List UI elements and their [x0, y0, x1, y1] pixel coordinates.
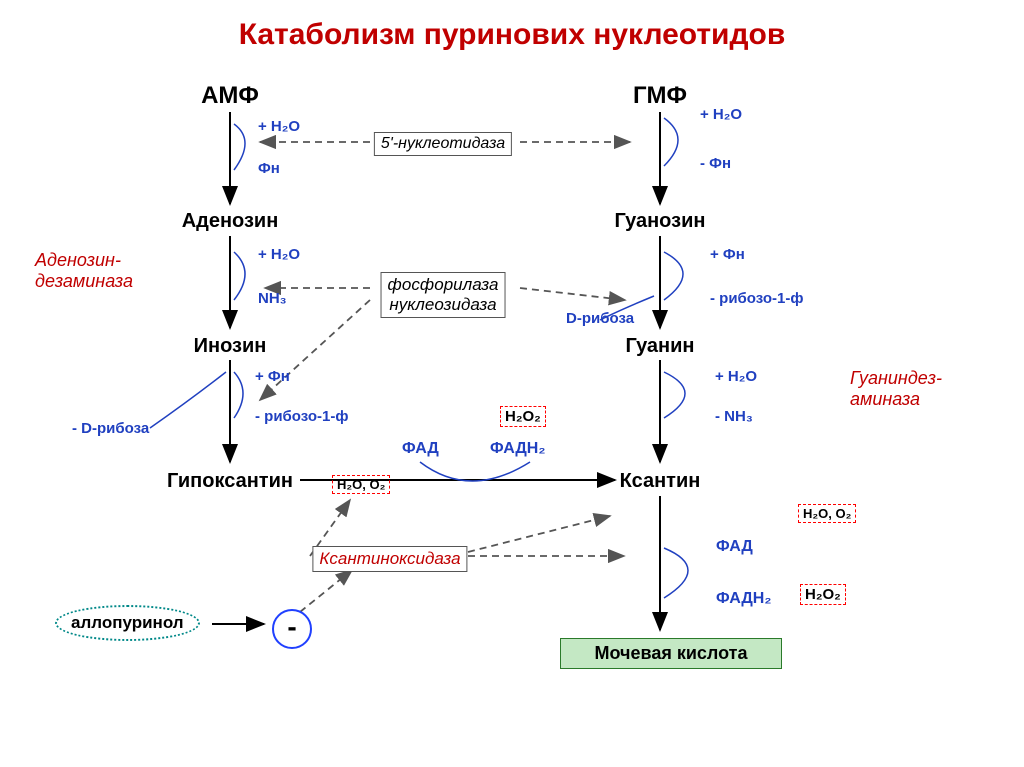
label-fadh2: ФАДН₂	[716, 590, 771, 608]
label-gua-in: + H₂O	[715, 368, 757, 385]
label-fad2: ФАД	[716, 538, 753, 556]
node-allopurinol: аллопуринол	[55, 605, 200, 641]
label-aden-out: NH₃	[258, 290, 287, 307]
enzyme-gda: Гуаниндез- аминаза	[850, 368, 942, 410]
label-guan-out: - рибозо-1-ф	[710, 290, 803, 307]
ada-line1: Аденозин-	[35, 250, 121, 270]
node-guanosine: Гуанозин	[615, 210, 706, 233]
label-aden-in: + H₂O	[258, 246, 300, 263]
enzyme-ada: Аденозин- дезаминаза	[35, 250, 133, 292]
box-h2o2-1: H₂O₂	[500, 406, 546, 427]
label-ino-dribose: - D-рибоза	[72, 420, 149, 437]
label-gmp-out: - Фн	[700, 155, 731, 172]
enzyme-xanthine-oxidase: Ксантиноксидаза	[312, 546, 467, 572]
node-adenosine: Аденозин	[182, 210, 279, 233]
phosphorylase-line2: нуклеозидаза	[389, 295, 496, 314]
diagram-title: Катаболизм пуринових нуклеотидов	[0, 18, 1024, 52]
node-hypoxanthine: Гипоксантин	[167, 470, 293, 493]
label-guan-in: + Фн	[710, 246, 745, 263]
node-guanine: Гуанин	[625, 335, 694, 358]
ada-line2: дезаминаза	[35, 271, 133, 291]
phosphorylase-line1: фосфорилаза	[388, 275, 499, 294]
label-fad1: ФАД	[402, 440, 439, 458]
label-dribose: D-рибоза	[566, 310, 634, 327]
label-gmp-in: + H₂O	[700, 106, 742, 123]
label-ino-out: - рибозо-1-ф	[255, 408, 348, 425]
label-amp-out: Фн	[258, 160, 280, 177]
box-h2o-o2-2: H₂O, O₂	[798, 504, 856, 523]
enzyme-nucleotidase: 5'-нуклеотидаза	[374, 132, 512, 156]
box-h2o-o2-1: H₂O, O₂	[332, 475, 390, 494]
label-gua-out: - NH₃	[715, 408, 753, 425]
node-inosine: Инозин	[194, 335, 267, 358]
node-xanthine: Ксантин	[620, 470, 701, 493]
label-ino-in: + Фн	[255, 368, 290, 385]
label-amp-in: + H₂O	[258, 118, 300, 135]
box-h2o2-2: H₂O₂	[800, 584, 846, 605]
enzyme-phosphorylase: фосфорилаза нуклеозидаза	[381, 272, 506, 318]
node-uric-acid: Мочевая кислота	[560, 638, 782, 669]
gda-line2: аминаза	[850, 389, 920, 409]
gda-line1: Гуаниндез-	[850, 368, 942, 388]
label-fadh1: ФАДН₂	[490, 440, 545, 458]
node-gmp: ГМФ	[633, 82, 687, 110]
node-amp: АМФ	[201, 82, 259, 110]
inhibition-minus-icon: -	[272, 609, 312, 649]
